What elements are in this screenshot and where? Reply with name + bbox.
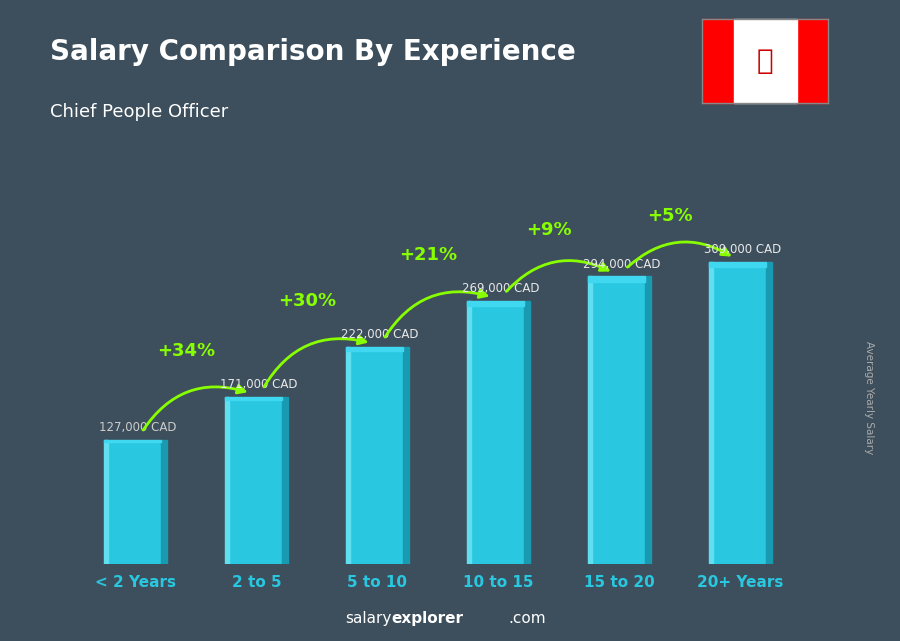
Bar: [467, 301, 471, 564]
Bar: [524, 301, 530, 564]
Bar: [702, 19, 733, 103]
Bar: [709, 262, 772, 564]
Text: 269,000 CAD: 269,000 CAD: [463, 282, 540, 296]
Text: 222,000 CAD: 222,000 CAD: [341, 328, 419, 341]
Text: 171,000 CAD: 171,000 CAD: [220, 378, 298, 391]
Bar: [346, 347, 350, 564]
Bar: [709, 262, 766, 267]
Bar: [796, 19, 828, 103]
Bar: [104, 440, 167, 564]
Bar: [403, 347, 409, 564]
Bar: [225, 397, 229, 564]
Text: +34%: +34%: [158, 342, 215, 360]
Text: +30%: +30%: [278, 292, 337, 310]
Bar: [709, 262, 713, 564]
Bar: [467, 301, 524, 306]
Text: Average Yearly Salary: Average Yearly Salary: [863, 341, 874, 454]
Text: 🍁: 🍁: [757, 47, 773, 75]
Text: +21%: +21%: [400, 246, 457, 263]
Bar: [588, 276, 645, 281]
Bar: [588, 276, 651, 564]
Text: +5%: +5%: [647, 206, 693, 224]
Text: 309,000 CAD: 309,000 CAD: [704, 243, 781, 256]
Bar: [346, 347, 403, 351]
Bar: [161, 440, 167, 564]
Bar: [588, 276, 591, 564]
Text: explorer: explorer: [392, 611, 464, 626]
Text: 294,000 CAD: 294,000 CAD: [583, 258, 661, 271]
Bar: [346, 347, 409, 564]
Text: salary: salary: [345, 611, 392, 626]
Bar: [766, 262, 772, 564]
Text: Salary Comparison By Experience: Salary Comparison By Experience: [50, 38, 575, 67]
Bar: [104, 440, 161, 442]
Text: 127,000 CAD: 127,000 CAD: [99, 421, 176, 434]
Bar: [645, 276, 651, 564]
Text: Chief People Officer: Chief People Officer: [50, 103, 228, 121]
Bar: [104, 440, 108, 564]
Bar: [283, 397, 288, 564]
Bar: [225, 397, 283, 400]
Bar: [225, 397, 288, 564]
Bar: [734, 19, 796, 103]
Bar: [467, 301, 530, 564]
Text: .com: .com: [508, 611, 546, 626]
Text: +9%: +9%: [526, 221, 572, 239]
